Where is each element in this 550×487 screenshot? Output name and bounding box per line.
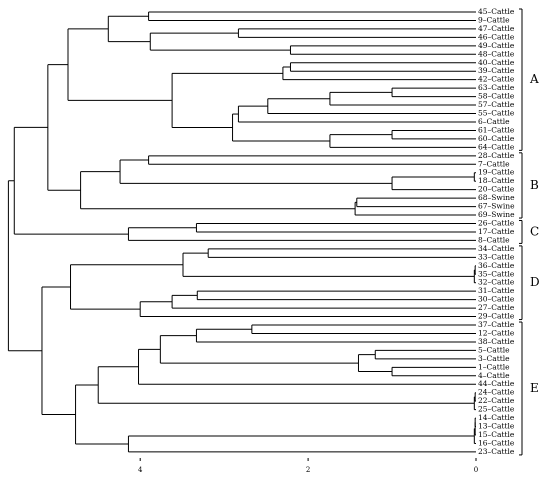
leaf-label: 20–Cattle — [478, 185, 515, 194]
leaf-label: 42–Cattle — [478, 75, 515, 84]
leaf-label: 46–Cattle — [478, 32, 515, 41]
leaf-label: 64–Cattle — [478, 142, 515, 151]
group-label: B — [530, 178, 539, 192]
leaf-label: 49–Cattle — [478, 41, 515, 50]
leaf-label: 26–Cattle — [478, 219, 515, 228]
leaf-label: 7–Cattle — [478, 159, 510, 168]
leaf-label: 40–Cattle — [478, 58, 515, 67]
leaf-label: 47–Cattle — [478, 24, 515, 33]
leaf-label: 63–Cattle — [478, 83, 515, 92]
leaf-label: 8–Cattle — [478, 235, 510, 244]
leaf-label: 58–Cattle — [478, 92, 515, 101]
leaf-label: 44–Cattle — [478, 379, 515, 388]
leaf-label: 68–Swine — [478, 193, 515, 202]
leaf-label: 24–Cattle — [478, 388, 515, 397]
leaf-label: 22–Cattle — [478, 396, 515, 405]
leaf-label: 27–Cattle — [478, 303, 515, 312]
leaf-label: 33–Cattle — [478, 252, 515, 261]
leaf-label: 6–Cattle — [478, 117, 510, 126]
leaf-label: 34–Cattle — [478, 244, 515, 253]
leaf-label: 39–Cattle — [478, 66, 515, 75]
leaf-label: 67–Swine — [478, 202, 515, 211]
group-label: C — [530, 224, 539, 238]
leaf-label: 28–Cattle — [478, 151, 515, 160]
leaf-label: 32–Cattle — [478, 278, 515, 287]
leaf-label: 14–Cattle — [478, 413, 515, 422]
leaf-label: 31–Cattle — [478, 286, 515, 295]
leaf-label: 38–Cattle — [478, 337, 515, 346]
leaf-label: 1–Cattle — [478, 362, 510, 371]
x-tick-label: 0 — [474, 466, 478, 474]
leaf-label: 19–Cattle — [478, 168, 515, 177]
x-tick-label: 2 — [306, 466, 310, 474]
leaf-label: 36–Cattle — [478, 261, 515, 270]
leaf-label: 25–Cattle — [478, 405, 515, 414]
leaf-label: 35–Cattle — [478, 269, 515, 278]
leaf-label: 30–Cattle — [478, 295, 515, 304]
leaf-label: 48–Cattle — [478, 49, 515, 58]
leaf-label: 23–Cattle — [478, 447, 515, 456]
leaf-label: 45–Cattle — [478, 7, 515, 16]
leaf-label: 17–Cattle — [478, 227, 515, 236]
leaf-label: 13–Cattle — [478, 422, 515, 431]
leaf-label: 60–Cattle — [478, 134, 515, 143]
leaf-label: 12–Cattle — [478, 328, 515, 337]
x-tick-label: 4 — [138, 466, 143, 474]
group-label: A — [529, 72, 539, 86]
leaf-label: 9–Cattle — [478, 15, 510, 24]
leaf-label: 4–Cattle — [478, 371, 510, 380]
leaf-label: 29–Cattle — [478, 312, 515, 321]
group-label: D — [530, 275, 540, 289]
leaf-label: 55–Cattle — [478, 109, 515, 118]
leaf-label: 15–Cattle — [478, 430, 515, 439]
group-label: E — [530, 381, 539, 395]
leaf-label: 61–Cattle — [478, 125, 515, 134]
leaf-label: 3–Cattle — [478, 354, 510, 363]
leaf-label: 69–Swine — [478, 210, 515, 219]
leaf-label: 16–Cattle — [478, 438, 515, 447]
leaf-label: 57–Cattle — [478, 100, 515, 109]
leaf-label: 37–Cattle — [478, 320, 515, 329]
leaf-label: 5–Cattle — [478, 345, 510, 354]
leaf-label: 18–Cattle — [478, 176, 515, 185]
